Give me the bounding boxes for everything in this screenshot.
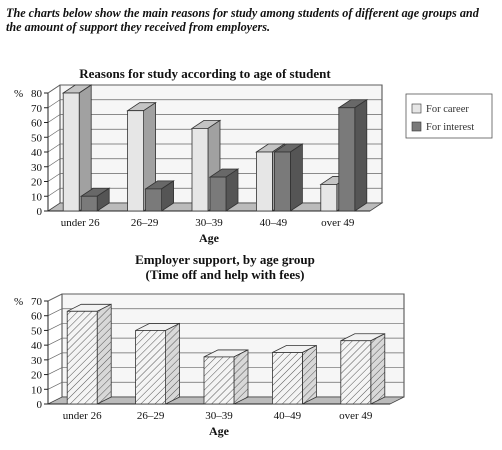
legend-label-career: For career <box>426 104 469 115</box>
chart-1-bar-career-0 <box>61 84 93 212</box>
chart-1-bar-interest-1-front <box>145 188 163 212</box>
chart-1-y-tick-label: 70 <box>31 103 43 115</box>
chart-1-bar-interest-2 <box>208 168 240 212</box>
chart-1-y-tick-label: 60 <box>31 118 43 130</box>
chart-2-bar-1 <box>135 322 180 405</box>
chart-1-bar-interest-4-side <box>354 99 368 212</box>
chart-2-bar-1-side <box>165 322 180 405</box>
chart-1-y-tick-label: 20 <box>31 177 43 189</box>
chart-1-x-tick-label: 26–29 <box>131 217 159 229</box>
chart-2-y-tick-label: 70 <box>31 296 43 308</box>
chart-2-x-tick-label: over 49 <box>339 410 373 422</box>
chart-1-bar-career-0-front <box>62 92 80 212</box>
chart-1-bar-interest-0-front <box>80 195 98 212</box>
chart-2-x-label: Age <box>209 424 230 438</box>
chart-2-bar-0-front <box>66 310 98 405</box>
chart-2-y-tick-label: 30 <box>31 355 43 367</box>
chart-2-bar-2-side <box>233 349 249 405</box>
chart-2-bar-3 <box>271 344 317 405</box>
chart-2-bar-2 <box>203 349 249 405</box>
chart-1-y-tick-label: 50 <box>31 132 43 144</box>
chart-2-bar-4 <box>340 333 386 405</box>
chart-1-x-tick-label: 40–49 <box>260 217 288 229</box>
chart-1-bar-career-4-front <box>320 184 338 212</box>
chart-1-grid-diag <box>47 84 61 94</box>
chart-1-title: Reasons for study according to age of st… <box>79 66 331 81</box>
chart-1-y-tick-label: 10 <box>31 191 43 203</box>
chart-1-bar-career-3-front <box>255 151 273 212</box>
chart-2-y-tick-label: 20 <box>31 370 43 382</box>
chart-2-x-tick-label: under 26 <box>63 410 102 422</box>
chart-2-grid-diag <box>47 308 63 317</box>
chart-1-bar-interest-0 <box>79 187 111 212</box>
chart-2-y-tick-label: 10 <box>31 384 43 396</box>
chart-1-y-tick-label: 30 <box>31 162 43 174</box>
chart-1-bar-career-1-front <box>127 110 144 212</box>
chart-1-bar-interest-3 <box>273 143 304 212</box>
chart-2-title: Employer support, by age group <box>135 252 315 267</box>
chart-1-bar-career-1 <box>126 101 157 212</box>
chart-2-subtitle: (Time off and help with fees) <box>145 267 304 282</box>
chart-2-y-tick-label: 0 <box>37 399 43 411</box>
chart-2-x-tick-label: 30–39 <box>205 410 233 422</box>
chart-2-y-tick-label: 50 <box>31 325 43 337</box>
intro-text: The charts below show the main reasons f… <box>6 6 479 34</box>
chart-1-grid-diag <box>47 128 61 138</box>
chart-2-grid-diag <box>47 381 63 390</box>
chart-1-grid-diag <box>47 99 61 109</box>
chart-2-grid-diag <box>47 293 63 302</box>
legend-swatch-interest <box>411 121 422 132</box>
chart-2-grid-diag <box>47 323 63 331</box>
chart-2-grid-diag <box>47 337 63 346</box>
chart-2-bar-4-side <box>370 333 386 405</box>
chart-1-grid-diag <box>47 158 61 168</box>
chart-2-bar-0-side <box>96 303 112 405</box>
chart-1-bar-interest-3-front <box>273 151 291 212</box>
chart-2-bar-3-side <box>302 344 317 405</box>
chart-2-bar-0 <box>66 303 112 405</box>
chart-2-grid-diag <box>47 352 63 361</box>
chart-1-x-tick-label: under 26 <box>61 217 100 229</box>
chart-1-bar-interest-3-side <box>290 143 303 212</box>
chart-2-y-tick-label: 40 <box>31 340 43 352</box>
legend-label-interest: For interest <box>426 122 474 133</box>
chart-2-x-tick-label: 40–49 <box>274 410 302 422</box>
chart-1-y-label: % <box>14 88 23 100</box>
chart-2-bar-3-front <box>271 352 303 405</box>
chart-1-bar-interest-1 <box>144 180 175 212</box>
chart-1-grid-diag <box>47 114 61 123</box>
chart-2-bar-1-front <box>135 330 167 405</box>
chart-2-bar-2-front <box>203 356 235 405</box>
chart-1-x-label: Age <box>199 231 220 245</box>
chart-1-y-tick-label: 40 <box>31 147 43 159</box>
legend-swatch-career <box>411 103 422 114</box>
chart-1-bar-interest-4-front <box>338 107 356 212</box>
chart-1-x-tick-label: over 49 <box>321 217 355 229</box>
chart-2-bar-4-front <box>340 340 372 405</box>
chart-2-y-label: % <box>14 296 23 308</box>
chart-2-y-tick-label: 60 <box>31 311 43 323</box>
chart-1-y-tick-label: 80 <box>31 88 43 100</box>
chart-2-grid-diag <box>47 367 63 375</box>
chart-1-grid-diag <box>47 173 61 182</box>
chart-1-x-tick-label: 30–39 <box>195 217 223 229</box>
chart-2-x-tick-label: 26–29 <box>137 410 165 422</box>
chart-1-bar-interest-4 <box>337 99 369 212</box>
chart-1-bar-interest-2-front <box>209 176 227 212</box>
chart-1-bar-career-2-front <box>191 127 209 212</box>
chart-1-grid-diag <box>47 187 61 197</box>
chart-1-y-tick-label: 0 <box>37 206 43 218</box>
chart-1-grid-diag <box>47 143 61 153</box>
